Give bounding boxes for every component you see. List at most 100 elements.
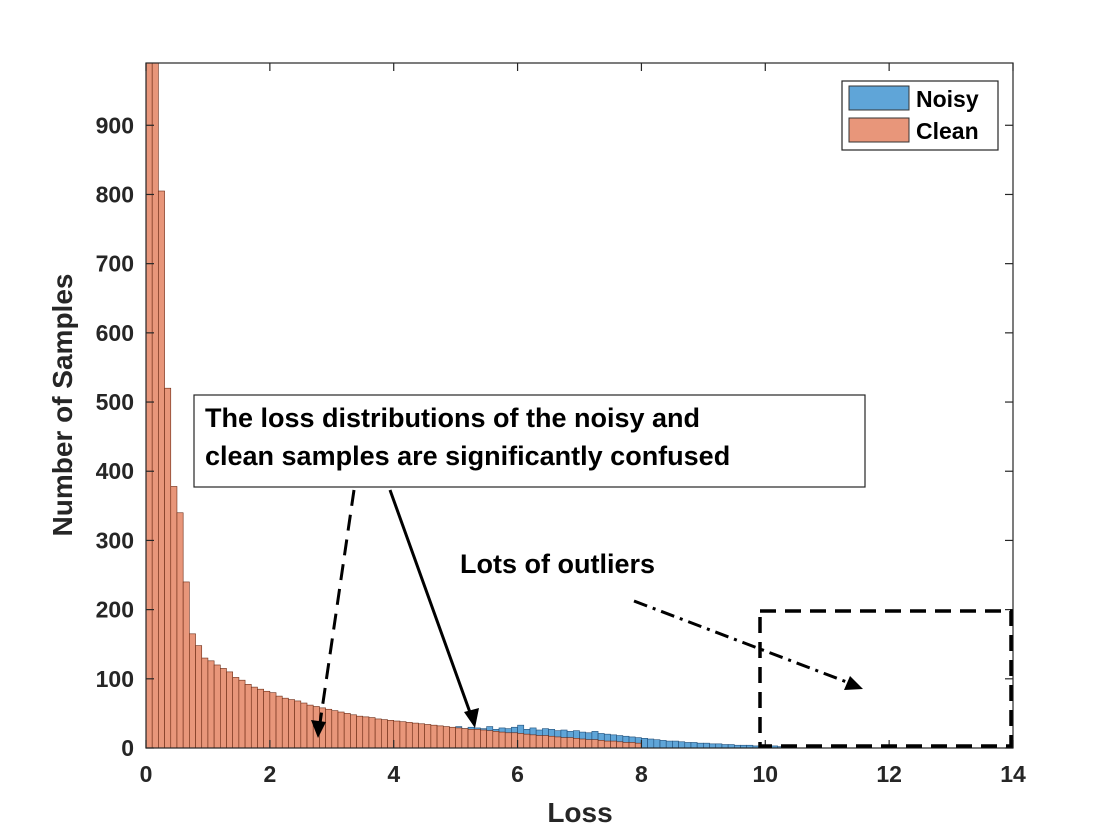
noisy-bar xyxy=(641,738,648,749)
clean-bar xyxy=(486,730,494,749)
x-tick-label: 2 xyxy=(263,761,276,787)
clean-bar xyxy=(591,739,599,749)
clean-bar xyxy=(269,692,277,749)
clean-bar xyxy=(597,740,605,749)
x-tick-label: 4 xyxy=(387,761,400,787)
clean-bar xyxy=(498,731,506,749)
clean-bar xyxy=(523,733,531,749)
y-tick-label: 900 xyxy=(96,112,134,138)
clean-bar xyxy=(529,734,537,749)
clean-bar xyxy=(467,729,475,749)
noisy-bar xyxy=(684,742,692,749)
clean-bar xyxy=(158,190,165,749)
clean-bar xyxy=(634,742,642,749)
clean-bar xyxy=(250,686,258,749)
clean-bar xyxy=(232,677,240,749)
clean-bar xyxy=(337,711,345,749)
noisy-bar xyxy=(653,739,661,749)
clean-bar xyxy=(405,722,413,749)
clean-bar xyxy=(195,645,203,749)
dashed-arrow-shaft xyxy=(317,489,356,731)
noisy-bar xyxy=(696,742,704,749)
clean-bar xyxy=(473,729,481,749)
clean-bar xyxy=(566,737,574,749)
clean-bar xyxy=(356,715,364,749)
dashdot-arrow-shaft xyxy=(633,599,853,686)
clean-bar xyxy=(220,668,227,749)
clean-bar xyxy=(294,700,302,749)
clean-bar xyxy=(201,657,209,749)
clean-bar xyxy=(411,722,419,749)
clean-bar xyxy=(616,741,624,749)
clean-bar xyxy=(436,725,444,749)
y-tick-label: 500 xyxy=(96,389,134,415)
clean-bar xyxy=(306,704,314,749)
solid-arrow-shaft xyxy=(388,489,474,719)
clean-bar xyxy=(610,740,617,749)
clean-bar xyxy=(350,714,357,749)
x-tick-label: 6 xyxy=(511,761,524,787)
clean-bar xyxy=(238,679,246,749)
clean-bar xyxy=(622,742,630,749)
noisy-bar xyxy=(703,742,710,749)
clean-bar xyxy=(176,512,184,749)
clean-bar xyxy=(189,633,196,749)
y-tick-label: 800 xyxy=(96,181,134,207)
clean-bar xyxy=(542,735,549,749)
x-axis: 0 2 4 6 8 10 12 14 xyxy=(140,63,1026,787)
clean-bar xyxy=(343,713,351,749)
y-tick-label: 600 xyxy=(96,320,134,346)
clean-bar xyxy=(517,733,525,749)
clean-bar xyxy=(449,726,456,749)
solid-arrow-head xyxy=(464,708,479,728)
y-tick-label: 700 xyxy=(96,251,134,277)
clean-bar xyxy=(430,724,438,749)
noisy-bar xyxy=(665,740,673,749)
clean-bar xyxy=(145,62,153,749)
clean-bar xyxy=(368,717,376,749)
clean-bar xyxy=(573,738,580,749)
noisy-bar xyxy=(672,740,679,749)
clean-bar xyxy=(374,718,382,749)
clean-bar xyxy=(325,708,333,749)
clean-bar xyxy=(164,387,172,749)
clean-bar xyxy=(213,664,221,749)
x-tick-label: 8 xyxy=(635,761,648,787)
y-axis-title: Number of Samples xyxy=(47,274,78,537)
noisy-bar xyxy=(709,743,717,749)
clean-bar xyxy=(275,695,283,749)
clean-bar xyxy=(244,684,252,749)
clean-bar xyxy=(226,671,233,749)
clean-bar xyxy=(455,727,463,749)
clean-bar xyxy=(492,731,500,749)
y-tick-label: 300 xyxy=(96,527,134,553)
clean-bar xyxy=(182,581,190,749)
clean-bar xyxy=(393,720,401,749)
noisy-bar xyxy=(678,741,686,749)
y-tick-label: 400 xyxy=(96,458,134,484)
legend-swatch-clean xyxy=(848,117,910,143)
clean-bar xyxy=(554,736,562,749)
clean-bar xyxy=(151,62,159,749)
y-tick-label: 100 xyxy=(96,666,134,692)
clean-bar xyxy=(548,735,556,749)
annotation-line-1: The loss distributions of the noisy and xyxy=(205,403,700,433)
clean-bar xyxy=(288,699,295,749)
clean-bar xyxy=(628,742,636,749)
clean-bar xyxy=(424,724,432,749)
noisy-bar xyxy=(647,738,655,749)
clean-bar xyxy=(331,710,339,749)
clean-bar xyxy=(560,737,568,749)
legend-label-clean: Clean xyxy=(916,118,979,144)
plot-frame xyxy=(145,62,1014,749)
noisy-bar xyxy=(659,740,667,749)
clean-bar xyxy=(362,716,370,749)
x-axis-title: Loss xyxy=(547,797,612,828)
annotation-box xyxy=(193,394,866,488)
clean-bar xyxy=(170,486,178,749)
x-tick-label: 10 xyxy=(752,761,778,787)
noisy-bar xyxy=(715,743,723,749)
clean-bar xyxy=(461,728,469,749)
clean-bar xyxy=(480,729,487,749)
